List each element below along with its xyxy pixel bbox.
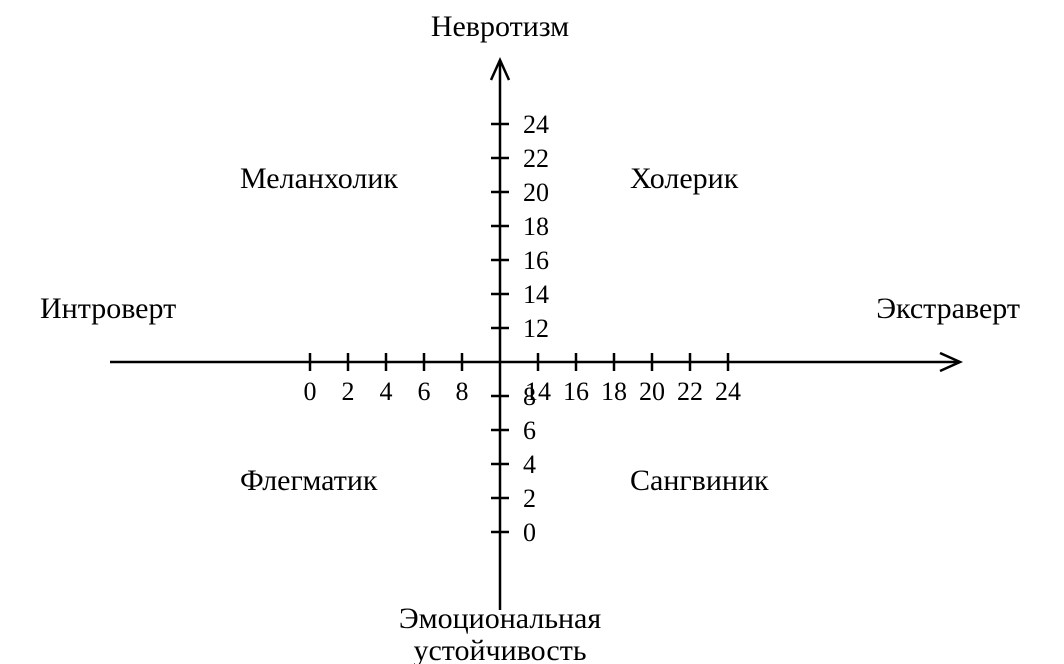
x-tick-18: 18 xyxy=(601,377,627,406)
x-tick-22: 22 xyxy=(677,377,703,406)
quadrant-bottom_right: Сангвиник xyxy=(630,464,769,497)
label-bottom_line2: устойчивость xyxy=(413,634,586,664)
y-tick-18: 18 xyxy=(523,212,549,241)
label-top: Невротизм xyxy=(431,10,569,43)
x-tick-2: 2 xyxy=(342,377,355,406)
label-bottom_line1: Эмоциональная xyxy=(399,602,602,635)
y-tick-low-2: 2 xyxy=(523,484,536,513)
x-tick-16: 16 xyxy=(563,377,589,406)
y-tick-low-0: 0 xyxy=(523,518,536,547)
quadrant-top_right: Холерик xyxy=(630,162,739,195)
quadrant-top_left: Меланхолик xyxy=(240,162,398,195)
y-tick-12: 12 xyxy=(523,314,549,343)
y-tick-low-6: 6 xyxy=(523,416,536,445)
x-tick-6: 6 xyxy=(418,377,431,406)
label-right: Экстраверт xyxy=(876,292,1020,325)
y-tick-low-4: 4 xyxy=(523,450,536,479)
y-tick-24: 24 xyxy=(523,110,549,139)
x-tick-8: 8 xyxy=(456,377,469,406)
x-tick-0: 0 xyxy=(304,377,317,406)
x-tick-4: 4 xyxy=(380,377,393,406)
x-tick-20: 20 xyxy=(639,377,665,406)
quadrant-bottom_left: Флегматик xyxy=(240,464,378,497)
eysenck-temperament-diagram: 02468141618202224 1214161820222486420 Не… xyxy=(0,0,1064,664)
y-tick-20: 20 xyxy=(523,178,549,207)
x-tick-24: 24 xyxy=(715,377,741,406)
label-left: Интроверт xyxy=(40,292,176,325)
y-tick-14: 14 xyxy=(523,280,549,309)
y-tick-low-8: 8 xyxy=(523,382,536,411)
quadrant-labels: Меланхолик Холерик Флегматик Сангвиник xyxy=(240,162,769,497)
y-tick-22: 22 xyxy=(523,144,549,173)
y-tick-16: 16 xyxy=(523,246,549,275)
